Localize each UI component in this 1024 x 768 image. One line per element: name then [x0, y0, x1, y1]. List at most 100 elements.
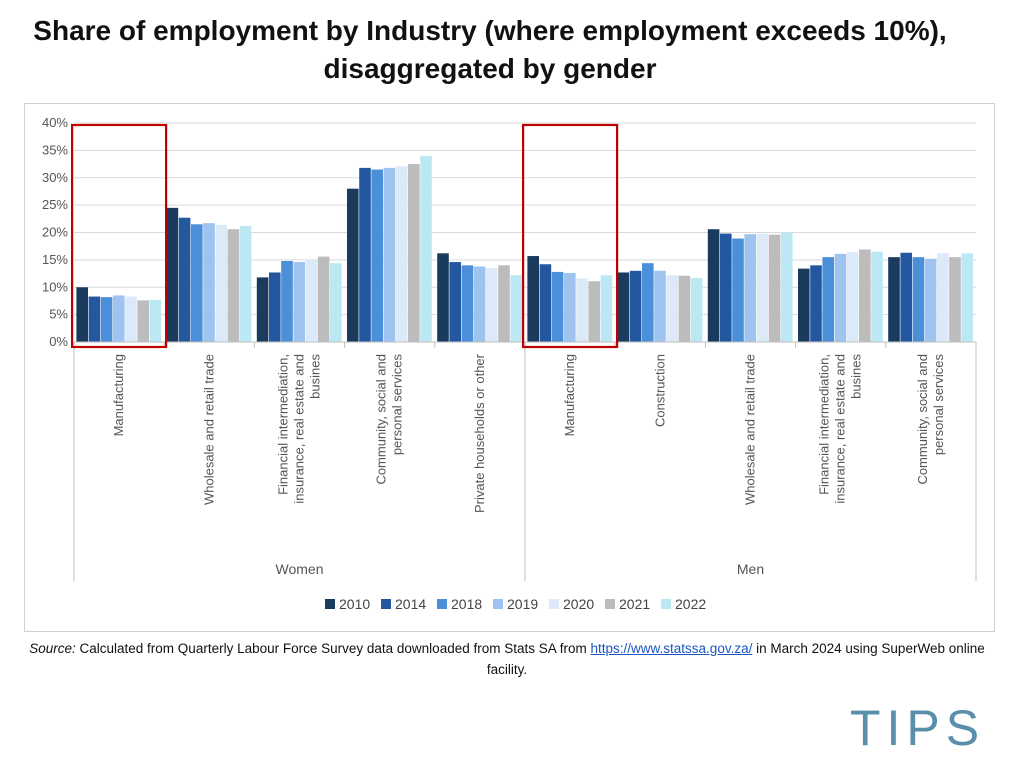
legend-swatch — [661, 599, 671, 609]
bar — [810, 265, 822, 342]
bar — [822, 257, 834, 342]
category-label: Wholesale and retail trade — [743, 354, 758, 505]
bar — [539, 264, 552, 342]
source-text-after: in March 2024 using SuperWeb online faci… — [486, 641, 985, 677]
legend-label: 2020 — [563, 596, 594, 612]
bar — [564, 273, 576, 342]
bar — [359, 167, 371, 342]
bar — [846, 252, 859, 342]
bar — [293, 262, 305, 342]
legend: 2010 2014 2018 2019 2020 2021 2022 — [325, 596, 706, 612]
bar — [330, 263, 342, 342]
bar — [383, 167, 396, 342]
bar — [781, 232, 793, 342]
y-tick-label: 40% — [42, 115, 68, 130]
bar — [937, 253, 949, 342]
group-labels: Women Men — [73, 342, 977, 581]
category-label: busines — [849, 354, 864, 399]
bar — [576, 278, 588, 342]
bar — [510, 275, 522, 342]
source-text-before: Calculated from Quarterly Labour Force S… — [75, 641, 591, 656]
bar — [961, 253, 973, 342]
category-label: insurance, real estate and — [292, 354, 307, 504]
bar — [125, 296, 137, 342]
bar — [137, 300, 149, 342]
y-tick-label: 25% — [42, 197, 68, 212]
bar — [166, 207, 179, 342]
y-tick-label: 30% — [42, 170, 68, 185]
bar — [768, 234, 781, 342]
legend-label: 2010 — [339, 596, 370, 612]
bar — [149, 299, 162, 342]
chart-frame — [24, 103, 995, 632]
y-tick-label: 15% — [42, 252, 68, 267]
bar — [317, 256, 330, 342]
bar — [408, 164, 420, 342]
category-labels: Manufacturing Wholesale and retail trade F… — [111, 353, 946, 513]
bar — [76, 287, 88, 342]
bar — [88, 296, 101, 342]
bar — [203, 223, 215, 342]
chart-title: Share of employment by Industry (where e… — [33, 15, 947, 84]
bar — [732, 238, 744, 342]
source-link[interactable]: https://www.statssa.gov.za/ — [590, 641, 753, 656]
bar — [859, 249, 871, 342]
bar — [834, 253, 847, 342]
bar — [527, 256, 539, 342]
category-label: personal services — [931, 354, 946, 456]
bar — [239, 225, 252, 342]
legend-label: 2022 — [675, 596, 706, 612]
legend-swatch — [325, 599, 335, 609]
source-label: Source: — [29, 641, 76, 656]
category-label: insurance, real estate and — [833, 354, 848, 504]
bar — [949, 257, 961, 342]
highlight-box — [70, 123, 168, 349]
bar — [191, 224, 203, 342]
y-tick-label: 20% — [42, 225, 68, 240]
bar — [347, 188, 359, 342]
bar — [924, 258, 937, 342]
category-label: Financial intermediation, — [817, 354, 832, 495]
bar — [666, 275, 678, 342]
y-tick-label: 0% — [49, 334, 68, 349]
category-label: Manufacturing — [111, 354, 126, 436]
legend-label: 2014 — [395, 596, 426, 612]
bar — [871, 251, 883, 342]
bar — [720, 233, 732, 342]
legend-swatch — [549, 599, 559, 609]
legend-label: 2018 — [451, 596, 482, 612]
bar — [678, 275, 691, 342]
bar — [256, 277, 269, 342]
legend-swatch — [493, 599, 503, 609]
bar — [498, 265, 510, 342]
y-axis-ticks: 0% 5% 10% 15% 20% 25% 30% 35% 40% — [42, 115, 68, 349]
category-label: Wholesale and retail trade — [201, 354, 216, 505]
highlight-box — [522, 123, 619, 349]
bar — [588, 281, 600, 342]
bar — [642, 263, 654, 342]
bar — [707, 229, 720, 342]
y-tick-label: 10% — [42, 279, 68, 294]
bar — [227, 229, 240, 342]
bar — [281, 260, 293, 342]
category-label: Financial intermediation, — [276, 354, 291, 495]
category-label: Community, social and — [915, 354, 930, 485]
bar — [395, 166, 408, 342]
bar — [912, 257, 925, 342]
y-tick-label: 5% — [49, 307, 68, 322]
source-note: Source: Calculated from Quarterly Labour… — [20, 638, 994, 680]
category-label: Private households or other — [472, 353, 487, 513]
bar — [437, 253, 449, 342]
bar — [420, 155, 432, 342]
category-label: Construction — [652, 354, 667, 427]
bar — [551, 271, 564, 342]
logo-text: TIPS — [850, 700, 986, 756]
bar — [617, 272, 630, 342]
bar — [888, 257, 900, 342]
y-tick-label: 35% — [42, 142, 68, 157]
bars — [76, 155, 973, 343]
legend-swatch — [437, 599, 447, 609]
legend-swatch — [381, 599, 391, 609]
bar — [269, 272, 281, 342]
bar — [900, 252, 912, 342]
